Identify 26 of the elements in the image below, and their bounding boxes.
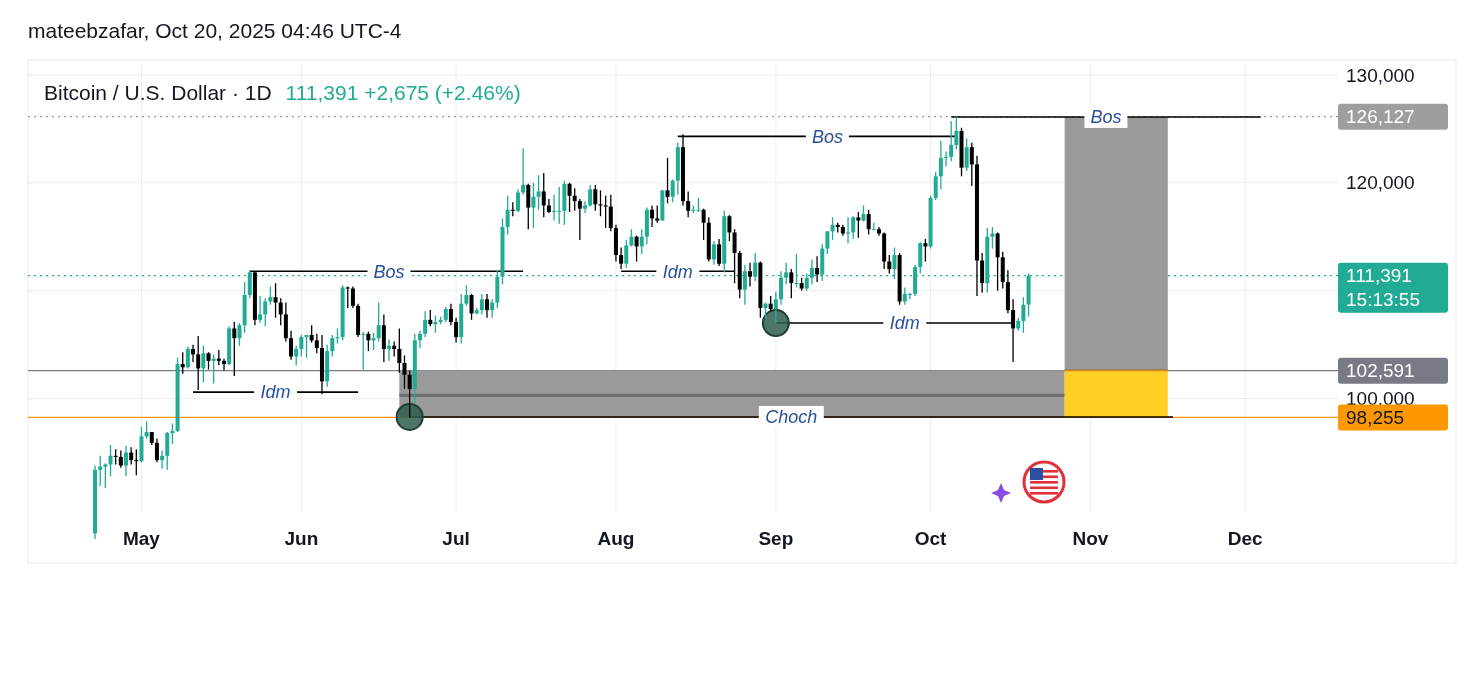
text: Bitcoin / U.S. Dollar · 1D [44,81,272,104]
annotation: Bos [811,126,843,147]
annotation: Idm [260,382,291,403]
ref-line-label: 126,127 [1346,106,1415,128]
x-tick-label: Oct [914,527,948,549]
x-tick-label: Dec [1227,527,1264,549]
text: 111,391 +2,675 (+2.46%) [285,81,521,104]
y-tick-label: 120,000 [1346,172,1415,194]
text: mateebzafar, Oct 20, 2025 04:46 UTC-4 [28,19,402,42]
ref-line-label: 98,255 [1346,407,1405,429]
x-tick-label: Nov [1072,527,1109,549]
x-tick-label: Jun [284,527,319,549]
x-tick-label: Jul [442,527,470,549]
annotation: Bos [1090,107,1122,128]
x-tick-label: May [122,527,161,549]
ref-line-label: 102,591 [1346,360,1415,382]
ref-line-label: 111,391 [1346,265,1412,287]
x-tick-label: Sep [758,527,794,549]
text: 15:13:55 [1346,289,1420,311]
annotation: Bos [373,261,405,282]
y-tick-label: 130,000 [1346,64,1415,86]
annotation: Choch [765,407,818,428]
annotation: Idm [662,261,693,282]
y-tick-label: 100,000 [1346,388,1415,410]
x-tick-label: Aug [597,527,635,549]
annotation: Idm [889,313,920,334]
